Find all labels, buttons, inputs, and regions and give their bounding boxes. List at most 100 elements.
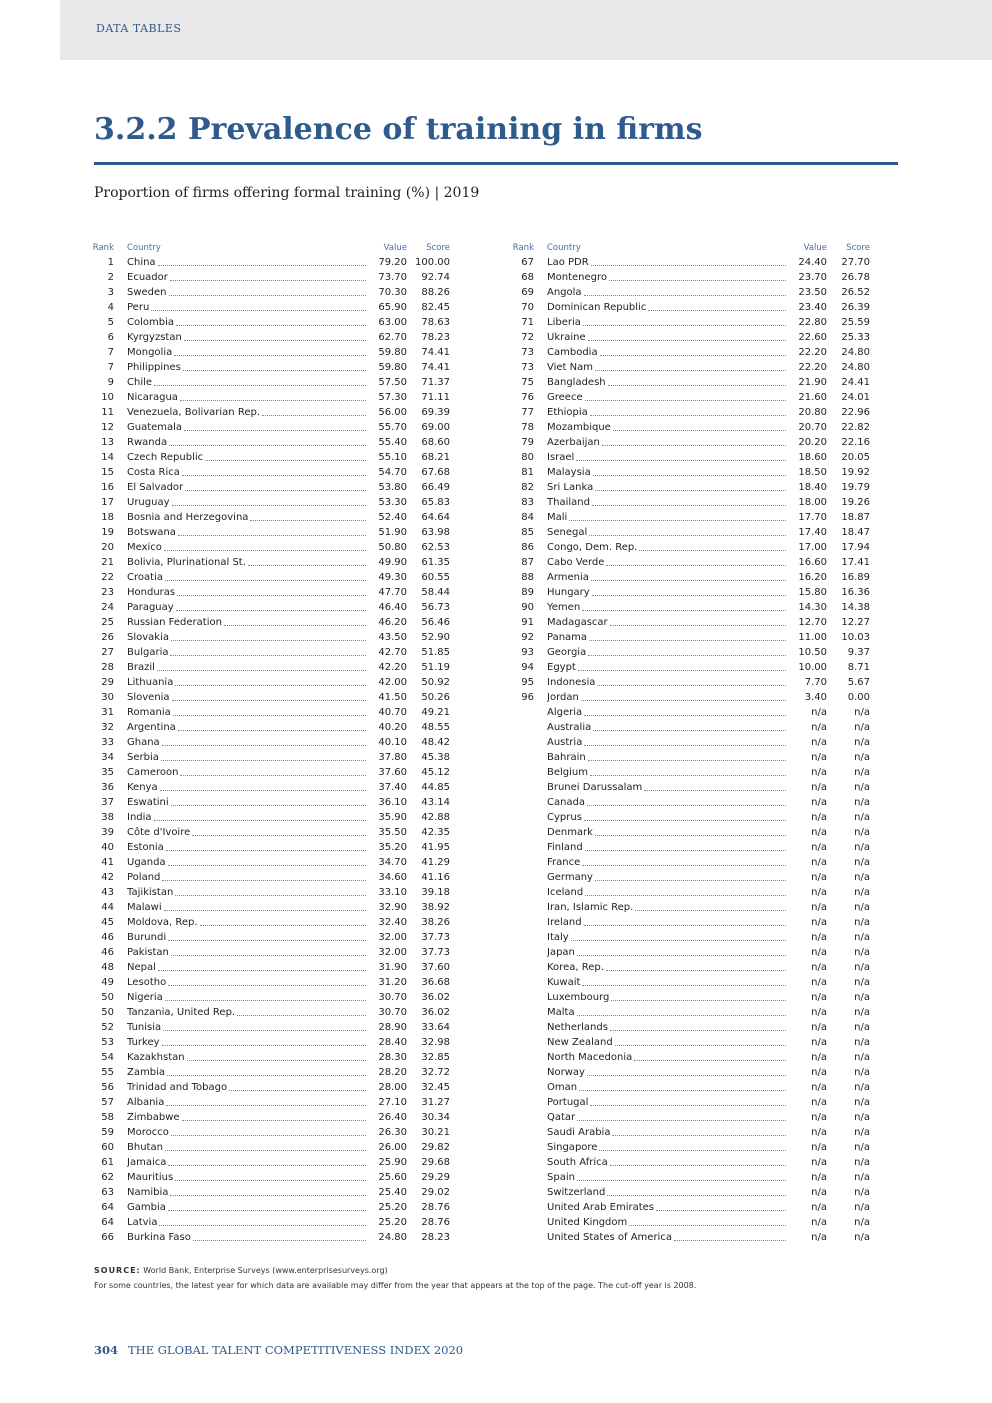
- value-cell: n/a: [811, 857, 827, 868]
- value-cell: 21.90: [798, 377, 827, 388]
- dot-leader: [607, 375, 786, 386]
- rank-cell: 42: [101, 872, 114, 883]
- value-cell: 42.20: [378, 662, 407, 673]
- value-cell: n/a: [811, 1097, 827, 1108]
- table-row: 25 Russian Federation 46.20 56.46: [90, 615, 450, 630]
- dot-leader: [590, 765, 786, 776]
- country-cell: Indonesia: [547, 675, 787, 690]
- dot-leader: [590, 1095, 786, 1106]
- country-name: Cabo Verde: [547, 557, 605, 568]
- country-name: Burundi: [127, 932, 167, 943]
- table-row: 23 Honduras 47.70 58.44: [90, 585, 450, 600]
- score-cell: 60.55: [421, 572, 450, 583]
- country-cell: Mali: [547, 510, 787, 525]
- score-cell: n/a: [854, 1232, 870, 1243]
- table-row: 29 Lithuania 42.00 50.92: [90, 675, 450, 690]
- score-cell: n/a: [854, 812, 870, 823]
- rank-cell: 79: [521, 437, 534, 448]
- value-cell: 56.00: [378, 407, 407, 418]
- table-row: 59 Morocco 26.30 30.21: [90, 1125, 450, 1140]
- country-name: Tanzania, United Rep.: [127, 1007, 236, 1018]
- score-cell: 28.76: [421, 1202, 450, 1213]
- country-name: Peru: [127, 302, 150, 313]
- country-cell: New Zealand: [547, 1035, 787, 1050]
- rank-cell: 54: [101, 1052, 114, 1063]
- country-cell: Norway: [547, 1065, 787, 1080]
- table-row: 95 Indonesia 7.70 5.67: [510, 675, 870, 690]
- rank-cell: 32: [101, 722, 114, 733]
- table-row: 53 Turkey 28.40 32.98: [90, 1035, 450, 1050]
- dot-leader: [165, 840, 366, 851]
- rank-cell: 22: [101, 572, 114, 583]
- value-cell: 17.00: [798, 542, 827, 553]
- country-cell: Tajikistan: [127, 885, 367, 900]
- dot-leader: [634, 1050, 786, 1061]
- table-row: Norway n/a n/a: [510, 1065, 870, 1080]
- country-cell: Philippines: [127, 360, 367, 375]
- country-cell: Mongolia: [127, 345, 367, 360]
- value-cell: n/a: [811, 1127, 827, 1138]
- value-cell: 31.90: [378, 962, 407, 973]
- value-cell: 16.20: [798, 572, 827, 583]
- rank-cell: 71: [521, 317, 534, 328]
- country-cell: Bhutan: [127, 1140, 367, 1155]
- table-row: 96 Jordan 3.40 0.00: [510, 690, 870, 705]
- table-row: 45 Moldova, Rep. 32.40 38.26: [90, 915, 450, 930]
- score-cell: 37.73: [421, 947, 450, 958]
- country-cell: El Salvador: [127, 480, 367, 495]
- rank-cell: 35: [101, 767, 114, 778]
- country-cell: Mauritius: [127, 1170, 367, 1185]
- rank-cell: 78: [521, 422, 534, 433]
- dot-leader: [175, 675, 366, 686]
- table-row: 82 Sri Lanka 18.40 19.79: [510, 480, 870, 495]
- score-cell: 0.00: [847, 692, 870, 703]
- country-name: Jamaica: [127, 1157, 167, 1168]
- table-row: Finland n/a n/a: [510, 840, 870, 855]
- country-name: Montenegro: [547, 272, 608, 283]
- country-name: Ghana: [127, 737, 160, 748]
- score-cell: 25.33: [841, 332, 870, 343]
- dot-leader: [181, 465, 366, 476]
- score-cell: n/a: [854, 1172, 870, 1183]
- country-name: Senegal: [547, 527, 588, 538]
- value-cell: 10.00: [798, 662, 827, 673]
- country-name: Moldova, Rep.: [127, 917, 198, 928]
- country-cell: Estonia: [127, 840, 367, 855]
- value-cell: n/a: [811, 887, 827, 898]
- dot-leader: [168, 1155, 366, 1166]
- dot-leader: [589, 525, 786, 536]
- country-name: Nigeria: [127, 992, 163, 1003]
- rank-cell: 6: [107, 332, 114, 343]
- dot-leader: [170, 945, 366, 956]
- value-cell: 32.40: [378, 917, 407, 928]
- value-cell: 53.30: [378, 497, 407, 508]
- value-cell: n/a: [811, 1082, 827, 1093]
- dot-leader: [591, 585, 786, 596]
- country-cell: Ecuador: [127, 270, 367, 285]
- dot-leader: [181, 1110, 366, 1121]
- country-name: Turkey: [127, 1037, 160, 1048]
- score-cell: 36.02: [421, 1007, 450, 1018]
- country-name: Sweden: [127, 287, 167, 298]
- country-cell: Russian Federation: [127, 615, 367, 630]
- table-row: 13 Rwanda 55.40 68.60: [90, 435, 450, 450]
- score-cell: n/a: [854, 782, 870, 793]
- country-name: Namibia: [127, 1187, 169, 1198]
- table-row: Netherlands n/a n/a: [510, 1020, 870, 1035]
- country-name: Austria: [547, 737, 583, 748]
- score-cell: n/a: [854, 1112, 870, 1123]
- dot-leader: [151, 300, 366, 311]
- value-cell: 15.80: [798, 587, 827, 598]
- score-cell: n/a: [854, 947, 870, 958]
- country-cell: Japan: [547, 945, 787, 960]
- rank-cell: 86: [521, 542, 534, 553]
- table-row: 85 Senegal 17.40 18.47: [510, 525, 870, 540]
- value-cell: 53.80: [378, 482, 407, 493]
- score-cell: 37.60: [421, 962, 450, 973]
- country-cell: Singapore: [547, 1140, 787, 1155]
- dot-leader: [171, 690, 366, 701]
- country-cell: Morocco: [127, 1125, 367, 1140]
- country-cell: Latvia: [127, 1215, 367, 1230]
- country-cell: Finland: [547, 840, 787, 855]
- dot-leader: [192, 1230, 366, 1241]
